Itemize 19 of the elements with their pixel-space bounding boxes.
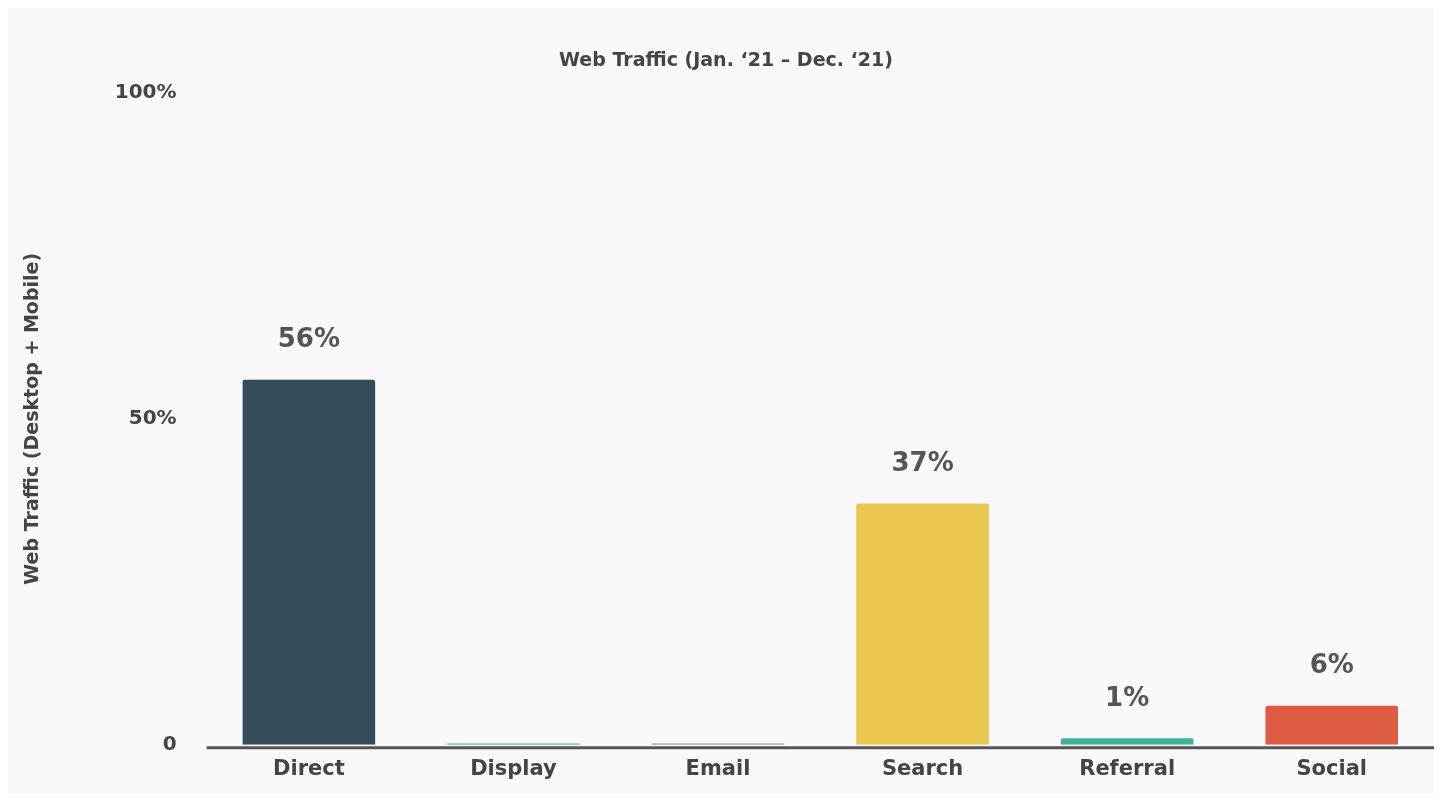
x-tick-label: Referral — [1079, 755, 1176, 780]
chart-title: Web Traffic (Jan. ‘21 – Dec. ‘21) — [559, 48, 893, 71]
data-label: 6% — [1309, 649, 1354, 680]
data-label: 56% — [277, 323, 340, 354]
bar — [1060, 738, 1194, 745]
bar — [1265, 705, 1398, 745]
data-label: 1% — [1105, 682, 1150, 713]
x-tick-label: Social — [1296, 755, 1367, 780]
x-tick-label: Direct — [273, 755, 345, 780]
y-tick-label: 50% — [128, 405, 177, 429]
data-label: 37% — [891, 447, 954, 478]
y-axis-title: Web Traffic (Desktop + Mobile) — [20, 252, 43, 585]
bar — [242, 379, 376, 745]
y-tick-label: 0 — [162, 731, 177, 755]
bar — [856, 503, 989, 745]
x-tick-label: Email — [685, 755, 751, 780]
y-tick-label: 100% — [114, 79, 177, 103]
x-tick-label: Search — [881, 755, 964, 780]
x-tick-label: Display — [470, 755, 558, 780]
